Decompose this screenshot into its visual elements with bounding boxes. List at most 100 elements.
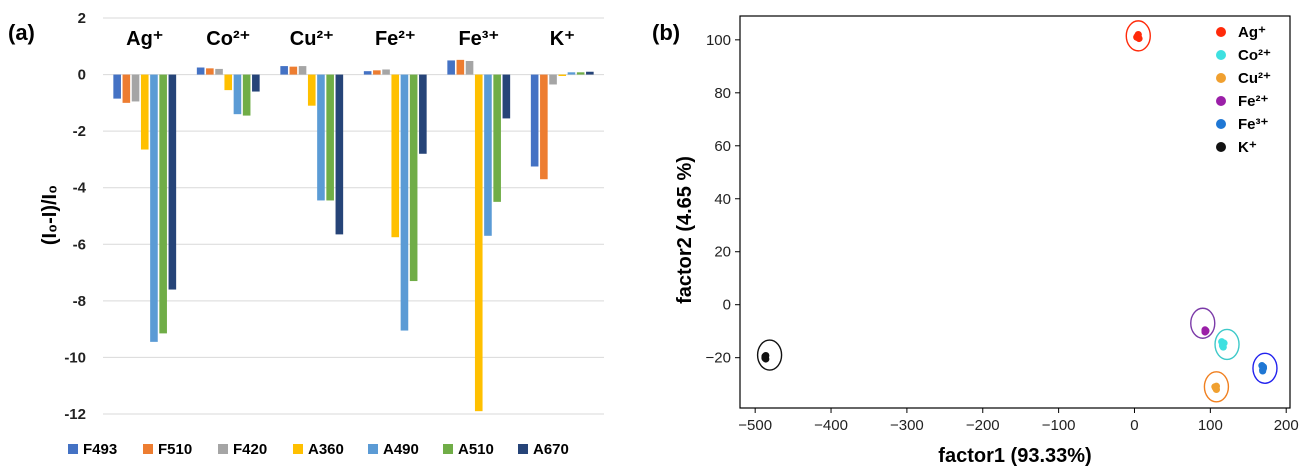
bar-chart-gridlines <box>103 17 604 415</box>
y-tick-label: −20 <box>706 350 731 367</box>
cluster-ellipse <box>756 339 783 371</box>
bar-a490 <box>233 74 242 115</box>
bar-a360 <box>307 74 316 106</box>
bar-chart-panel: 2 0 -2 -4 -6 -8 -10 -12 Ag⁺ Co²⁺ Cu²⁺ Fe²⁺ Fe³⁺ K⁺ (… <box>39 10 604 458</box>
bar-a670 <box>502 74 511 119</box>
scatter-x-axis-label: factor1 (93.33%) <box>938 445 1091 467</box>
bar-f493 <box>530 74 539 167</box>
bar-f420 <box>465 60 474 75</box>
bar-a360 <box>558 74 567 76</box>
data-point <box>1201 327 1209 335</box>
ion-label: Co²⁺ <box>206 28 250 50</box>
x-tick-label: −500 <box>738 417 772 434</box>
cluster-ellipse <box>1214 328 1240 361</box>
bar-a510 <box>326 74 334 201</box>
bar-a510 <box>159 74 167 334</box>
legend-marker <box>1216 50 1226 60</box>
bar-a670 <box>168 74 177 290</box>
bar-chart-y-ticks: 2 0 -2 -4 -6 -8 -10 -12 <box>64 10 86 423</box>
legend-swatch <box>518 444 528 454</box>
legend-swatch <box>218 444 228 454</box>
legend-label: A510 <box>458 441 494 458</box>
cluster-ellipse <box>1125 20 1151 52</box>
data-point <box>1218 342 1227 350</box>
y-tick-label: -12 <box>64 406 86 423</box>
bar-a360 <box>391 74 400 238</box>
y-tick-label: 40 <box>714 191 731 208</box>
bar-a360 <box>224 74 233 91</box>
bar-a360 <box>474 74 483 412</box>
y-tick-label: -2 <box>73 123 86 140</box>
bar-chart-y-axis-label: (I₀-I)/I₀ <box>39 185 61 245</box>
legend-swatch <box>143 444 153 454</box>
panel-label-b: (b) <box>652 20 680 45</box>
bar-chart-bars <box>113 59 594 412</box>
legend-label: Fe³⁺ <box>1238 116 1269 133</box>
legend-label: Fe²⁺ <box>1238 93 1269 110</box>
x-tick-label: −300 <box>890 417 924 434</box>
bar-f493 <box>447 60 455 75</box>
ion-label: Cu²⁺ <box>290 28 334 50</box>
y-tick-label: 80 <box>714 85 731 102</box>
bar-a490 <box>400 74 409 331</box>
legend-label: F420 <box>233 441 267 458</box>
legend-label: A670 <box>533 441 569 458</box>
x-tick-label: −400 <box>814 417 848 434</box>
legend-marker <box>1216 73 1226 83</box>
bar-f420 <box>131 74 140 102</box>
ion-label: Fe³⁺ <box>458 28 499 50</box>
scatter-axes: −500 −400 −300 −200 −100 0 100 200−200204060801… <box>706 15 1299 434</box>
y-tick-label: 2 <box>78 10 86 27</box>
bar-a510 <box>576 72 585 75</box>
data-point <box>1259 365 1267 374</box>
bar-f493 <box>196 67 205 75</box>
data-point <box>1212 383 1220 391</box>
bar-chart-ion-labels: Ag⁺ Co²⁺ Cu²⁺ Fe²⁺ Fe³⁺ K⁺ <box>126 28 575 50</box>
legend-marker <box>1216 96 1226 106</box>
legend-label: A490 <box>383 441 419 458</box>
bar-a360 <box>140 74 149 150</box>
x-tick-label: 200 <box>1274 417 1299 434</box>
x-tick-label: 100 <box>1198 417 1223 434</box>
x-tick-label: −200 <box>966 417 1000 434</box>
bar-f420 <box>382 69 390 75</box>
scatter-points <box>756 20 1278 403</box>
legend-swatch <box>293 444 303 454</box>
bar-a510 <box>242 74 251 116</box>
bar-a490 <box>567 72 576 75</box>
bar-a490 <box>484 74 492 236</box>
y-tick-label: 20 <box>714 244 731 261</box>
bar-f510 <box>456 59 465 75</box>
bar-a670 <box>586 71 594 75</box>
y-tick-label: 100 <box>706 32 731 49</box>
bar-f510 <box>289 66 298 75</box>
legend-swatch <box>368 444 378 454</box>
data-point <box>761 354 769 362</box>
bar-f420 <box>298 66 307 75</box>
bar-a670 <box>419 74 427 154</box>
bar-a510 <box>493 74 501 202</box>
y-tick-label: 60 <box>714 138 731 155</box>
y-tick-label: -6 <box>73 236 86 253</box>
bar-a670 <box>335 74 344 235</box>
legend-marker <box>1216 27 1226 37</box>
y-tick-label: 0 <box>78 67 86 84</box>
cluster-ellipse <box>1190 307 1216 339</box>
legend-marker <box>1216 119 1226 129</box>
bar-f420 <box>215 68 223 75</box>
bar-a670 <box>252 74 260 92</box>
bar-f493 <box>363 71 372 75</box>
bar-f493 <box>280 66 288 75</box>
legend-label: K⁺ <box>1238 139 1257 156</box>
legend-swatch <box>68 444 78 454</box>
bar-f510 <box>540 74 548 180</box>
legend-label: Cu²⁺ <box>1238 70 1271 87</box>
scatter-legend: Ag⁺ Co²⁺ Cu²⁺ Fe²⁺ Fe³⁺ K⁺ <box>1216 24 1271 156</box>
scatter-chart-panel: −500 −400 −300 −200 −100 0 100 200−200204060801… <box>674 15 1299 467</box>
legend-label: Ag⁺ <box>1238 24 1266 41</box>
bar-f510 <box>373 70 381 75</box>
y-tick-label: -8 <box>73 293 86 310</box>
y-tick-label: -10 <box>64 349 86 366</box>
bar-f493 <box>113 74 121 99</box>
